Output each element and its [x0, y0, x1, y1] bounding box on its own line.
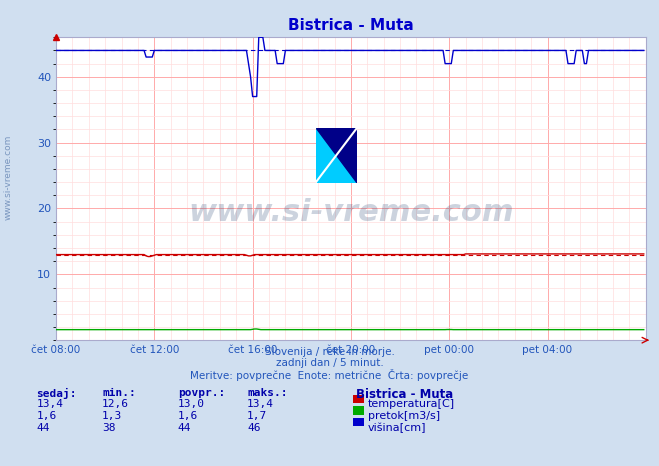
Text: 44: 44	[36, 423, 49, 432]
Text: 1,3: 1,3	[102, 411, 123, 421]
Text: Bistrica - Muta: Bistrica - Muta	[356, 388, 453, 401]
Text: 1,7: 1,7	[247, 411, 268, 421]
Text: sedaj:: sedaj:	[36, 388, 76, 399]
Text: maks.:: maks.:	[247, 388, 287, 397]
Text: 12,6: 12,6	[102, 399, 129, 409]
Text: zadnji dan / 5 minut.: zadnji dan / 5 minut.	[275, 358, 384, 368]
Title: Bistrica - Muta: Bistrica - Muta	[288, 18, 414, 34]
Text: 13,4: 13,4	[247, 399, 274, 409]
Text: pretok[m3/s]: pretok[m3/s]	[368, 411, 440, 421]
Text: www.si-vreme.com: www.si-vreme.com	[188, 199, 514, 227]
Text: višina[cm]: višina[cm]	[368, 423, 426, 433]
Text: 13,4: 13,4	[36, 399, 63, 409]
Text: Slovenija / reke in morje.: Slovenija / reke in morje.	[264, 347, 395, 357]
Text: 1,6: 1,6	[36, 411, 57, 421]
Text: 46: 46	[247, 423, 260, 432]
Text: Meritve: povprečne  Enote: metrične  Črta: povprečje: Meritve: povprečne Enote: metrične Črta:…	[190, 369, 469, 381]
Text: www.si-vreme.com: www.si-vreme.com	[3, 134, 13, 220]
Text: 44: 44	[178, 423, 191, 432]
Text: povpr.:: povpr.:	[178, 388, 225, 397]
Text: temperatura[C]: temperatura[C]	[368, 399, 455, 409]
Text: 38: 38	[102, 423, 115, 432]
Text: min.:: min.:	[102, 388, 136, 397]
Text: 1,6: 1,6	[178, 411, 198, 421]
Text: 13,0: 13,0	[178, 399, 205, 409]
